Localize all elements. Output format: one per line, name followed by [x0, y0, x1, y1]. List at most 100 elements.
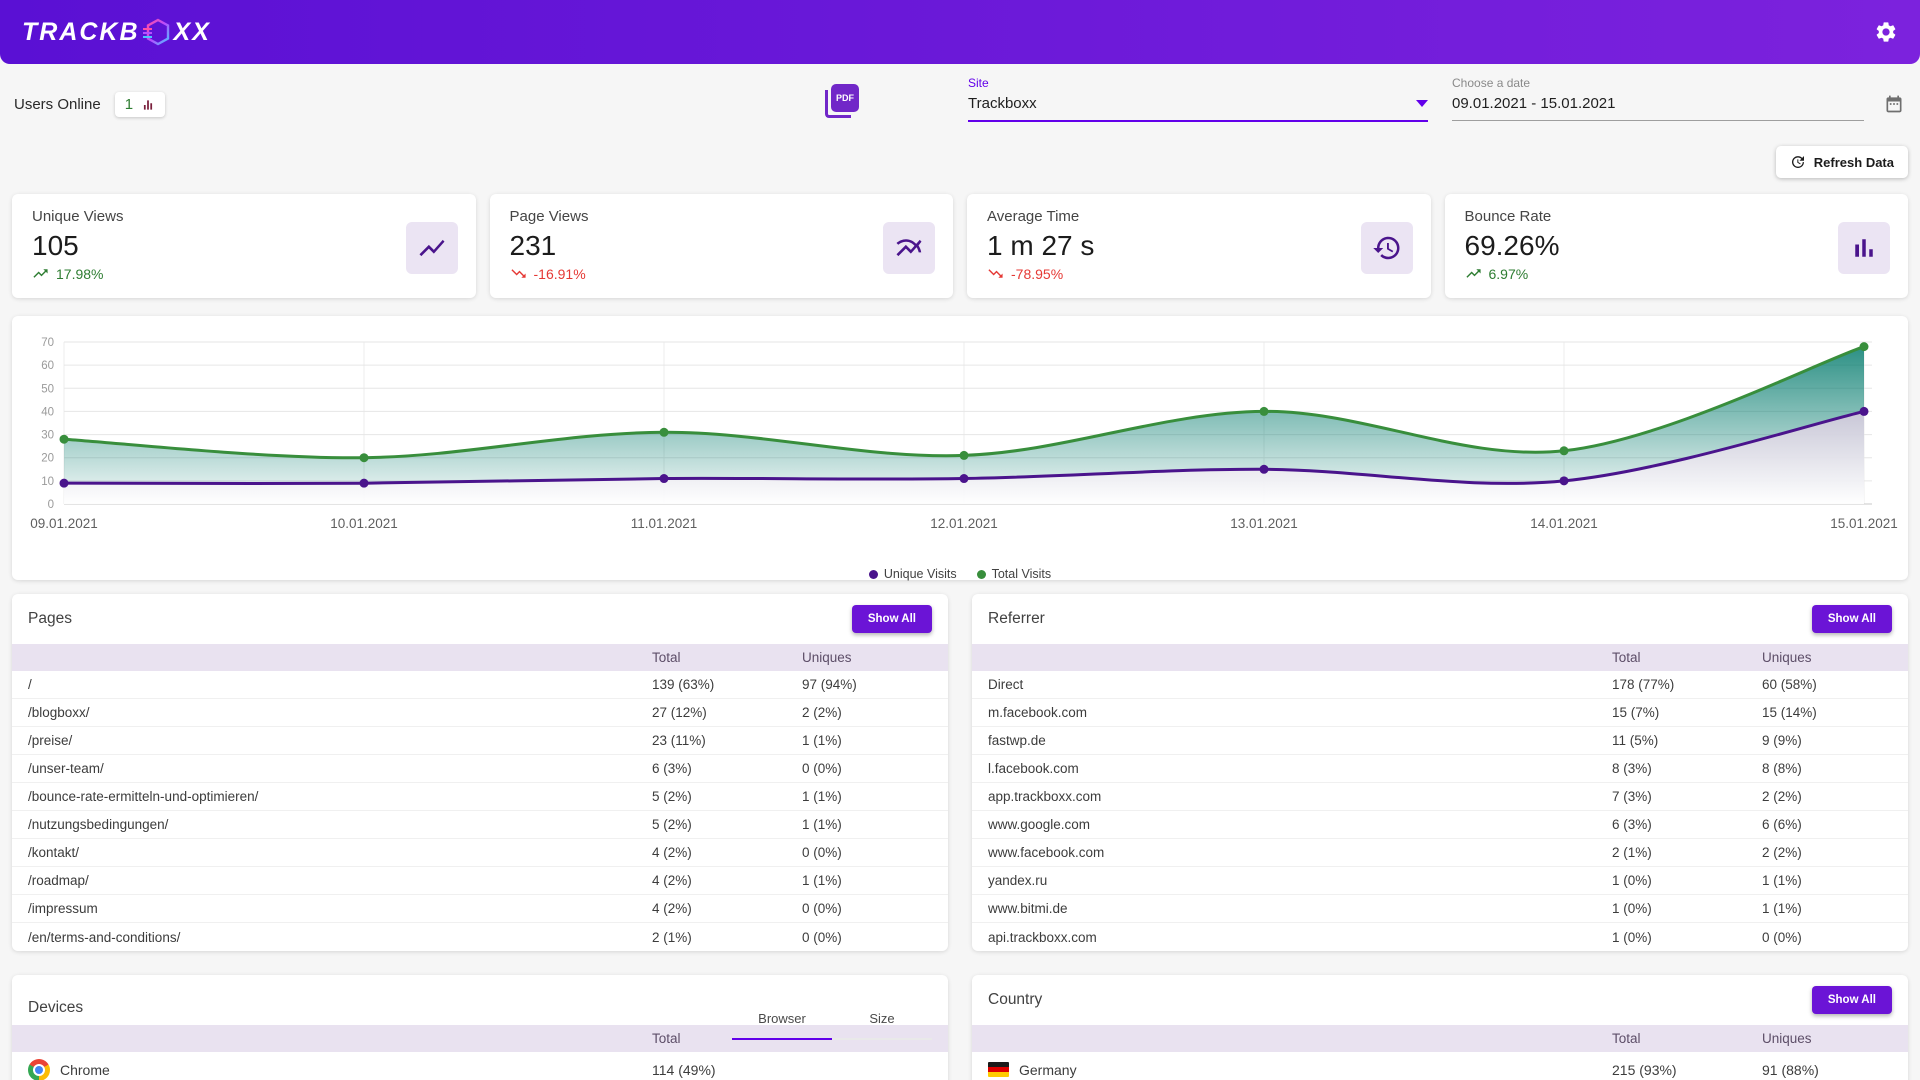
row-name: Chrome: [28, 1058, 652, 1080]
referrer-card: Referrer Show All Total Uniques Direct 17…: [972, 594, 1908, 951]
row-name: yandex.ru: [988, 873, 1048, 888]
stat-icon-box: [1838, 222, 1890, 274]
chevron-down-icon: [1416, 100, 1428, 107]
svg-text:60: 60: [41, 360, 54, 372]
table-row: /blogboxx/27 (12%) 2 (2%): [12, 699, 948, 727]
row-total: 2 (1%): [1612, 845, 1652, 860]
stat-card-unique-views: Unique Views 105 17.98%: [12, 194, 476, 298]
table-row: / 139 (63%) 97 (94%): [12, 671, 948, 699]
row-uniques: 0 (0%): [802, 929, 842, 945]
row-uniques: 0 (0%): [802, 761, 842, 776]
stat-delta: 6.97%: [1465, 265, 1889, 282]
table-row: fastwp.de 11 (5%) 9 (9%): [972, 727, 1908, 755]
table-row: /preise/23 (11%) 1 (1%): [12, 727, 948, 755]
table-row: /bounce-rate-ermitteln-und-optimieren/5 …: [12, 783, 948, 811]
table-row: yandex.ru 1 (0%) 1 (1%): [972, 867, 1908, 895]
date-range-input[interactable]: Choose a date 09.01.2021 - 15.01.2021: [1452, 76, 1864, 121]
svg-text:10: 10: [41, 476, 54, 488]
row-uniques: 6 (6%): [1762, 817, 1802, 832]
row-name: /: [28, 677, 32, 692]
svg-text:14.01.2021: 14.01.2021: [1530, 516, 1598, 531]
row-total: 5 (2%): [652, 789, 692, 804]
bottom-tables-row: Devices Browser Size Total Chrome 114 (49…: [0, 975, 1920, 1080]
row-uniques: 2 (2%): [1762, 789, 1802, 804]
svg-text:13.01.2021: 13.01.2021: [1230, 516, 1298, 531]
settings-gear-icon[interactable]: [1874, 20, 1898, 44]
trending-down-icon: [510, 269, 526, 278]
row-name: api.trackboxx.com: [988, 929, 1097, 945]
row-uniques: 15 (14%): [1762, 705, 1817, 720]
svg-text:15.01.2021: 15.01.2021: [1830, 516, 1898, 531]
pages-card: Pages Show All Total Uniques / 139 (63%) 9…: [12, 594, 948, 951]
refresh-label: Refresh Data: [1813, 154, 1894, 170]
country-show-all-button[interactable]: Show All: [1811, 986, 1892, 1014]
row-name: /blogboxx/: [28, 705, 90, 720]
chart-svg: 0 10 20 30 40 50 60 70 09.01.2021 10.01.2021 11.01…: [30, 337, 1898, 531]
row-total: 139 (63%): [652, 677, 715, 692]
refresh-data-button[interactable]: Refresh Data: [1775, 146, 1908, 178]
column-total: Total: [1612, 650, 1641, 665]
table-row: /nutzungsbedingungen/5 (2%) 1 (1%): [12, 811, 948, 839]
refresh-row: Refresh Data: [0, 144, 1920, 190]
table-row: api.trackboxx.com 1 (0%) 0 (0%): [972, 923, 1908, 951]
logo-cube-icon: [142, 18, 169, 46]
row-name: www.facebook.com: [988, 845, 1105, 860]
legend-label: Total Visits: [991, 567, 1052, 581]
site-select[interactable]: Site Trackboxx: [968, 76, 1428, 122]
devices-title: Devices: [28, 999, 84, 1016]
site-value: Trackboxx: [968, 95, 1037, 112]
tab-size[interactable]: Size: [869, 1011, 895, 1026]
column-total: Total: [652, 650, 681, 665]
stat-card-average-time: Average Time 1 m 27 s -78.95%: [967, 194, 1431, 298]
tab-browser[interactable]: Browser: [732, 1001, 832, 1040]
row-total: 4 (2%): [652, 845, 692, 860]
column-uniques: Uniques: [1762, 1031, 1812, 1046]
row-total: 178 (77%): [1612, 677, 1675, 692]
devices-tabs: Browser Size: [732, 1001, 932, 1040]
svg-text:10.01.2021: 10.01.2021: [330, 516, 398, 531]
pdf-export-button[interactable]: PDF: [823, 84, 859, 124]
stat-icon-box: [405, 222, 458, 274]
row-name: /bounce-rate-ermitteln-und-optimieren/: [28, 789, 259, 804]
stat-title: Unique Views: [32, 208, 124, 225]
row-total: 23 (11%): [652, 733, 706, 748]
column-uniques: Uniques: [802, 650, 852, 665]
row-uniques: 1 (1%): [802, 733, 842, 748]
pages-show-all-button[interactable]: Show All: [851, 605, 932, 633]
row-uniques: 2 (2%): [802, 705, 842, 720]
svg-text:20: 20: [41, 453, 54, 465]
table-row: app.trackboxx.com 7 (3%) 2 (2%): [972, 783, 1908, 811]
row-uniques: 91 (88%): [1762, 1061, 1819, 1078]
stat-value: 105: [32, 230, 79, 261]
row-total: 4 (2%): [652, 873, 692, 888]
svg-text:70: 70: [41, 337, 54, 349]
stat-icon-box: [883, 222, 935, 274]
row-name: /kontakt/: [28, 845, 80, 860]
row-total: 7 (3%): [1612, 789, 1652, 804]
stat-delta-value: -16.91%: [533, 265, 586, 282]
app-header: TRACKB XX: [0, 0, 1920, 64]
date-value: 09.01.2021 - 15.01.2021: [1452, 95, 1616, 112]
svg-text:12.01.2021: 12.01.2021: [930, 516, 998, 531]
row-name: www.bitmi.de: [988, 901, 1068, 916]
table-row: Chrome 114 (49%): [12, 1052, 948, 1080]
row-uniques: 97 (94%): [802, 677, 857, 692]
row-total: 1 (0%): [1612, 873, 1652, 888]
table-row: m.facebook.com 15 (7%) 15 (14%): [972, 699, 1908, 727]
pdf-icon-fold: [825, 90, 851, 118]
row-uniques: 1 (1%): [802, 817, 842, 832]
history-icon: [1372, 236, 1399, 260]
table-row: /unser-team/6 (3%) 0 (0%): [12, 755, 948, 783]
referrer-show-all-button[interactable]: Show All: [1811, 605, 1892, 633]
stat-value: 1 m 27 s: [987, 230, 1095, 261]
users-online-chip[interactable]: 1: [114, 92, 166, 117]
calendar-icon[interactable]: [1884, 94, 1904, 114]
svg-text:09.01.2021: 09.01.2021: [30, 516, 98, 531]
column-total: Total: [1612, 1031, 1641, 1046]
stat-card-page-views: Page Views 231 -16.91%: [489, 194, 953, 298]
chart-legend: Unique Visits Total Visits: [12, 567, 1908, 581]
svg-text:40: 40: [41, 406, 54, 418]
trending-up-icon: [33, 269, 48, 278]
users-online-count: 1: [124, 96, 134, 113]
stat-card-bounce-rate: Bounce Rate 69.26% 6.97%: [1444, 194, 1908, 298]
